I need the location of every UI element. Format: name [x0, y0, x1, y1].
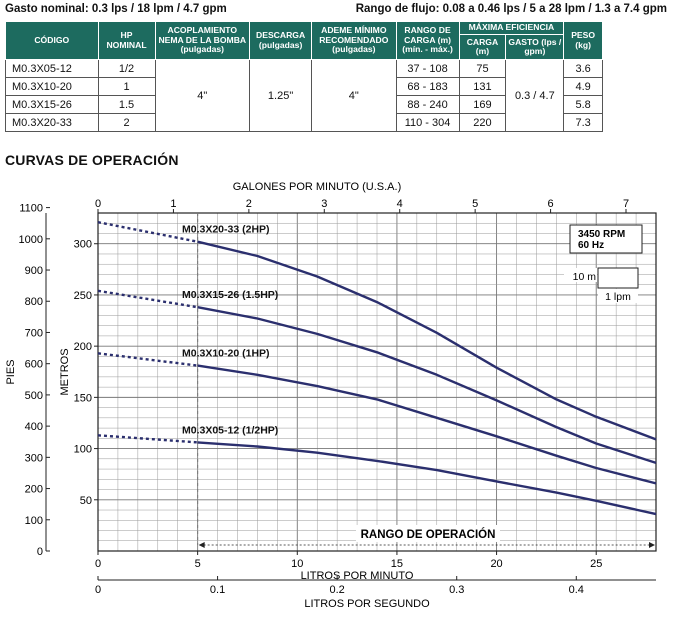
- lps-tick-label: 0.2: [329, 584, 344, 596]
- table-row: M0.3X10-20 1 68 - 183 131 4.9: [5, 77, 603, 96]
- rango-cell: 88 - 240: [395, 95, 460, 114]
- y-tick-label: 100: [74, 444, 92, 456]
- x-tick-label: 20: [490, 558, 502, 570]
- hz-text: 60 Hz: [578, 240, 604, 251]
- carga-cell: 220: [458, 113, 507, 132]
- series-line-dashed: [97, 221, 198, 243]
- hp-cell: 2: [97, 113, 156, 132]
- pies-axis-title: PIES: [5, 359, 17, 384]
- series-line: [197, 240, 657, 441]
- operating-range-label-bg: [356, 525, 500, 542]
- series-label: M0.3X05-12 (1/2HP): [182, 424, 278, 436]
- pies-tick-label: 600: [25, 359, 43, 371]
- gpm-tick-label: 3: [321, 198, 327, 210]
- carga-cell: 131: [458, 77, 507, 96]
- scale-head-bg: [564, 268, 597, 282]
- header-max-eficiencia: MÁXIMA EFICIENCIA: [458, 21, 565, 35]
- rango-cell: 110 - 304: [395, 113, 460, 132]
- y-tick-label: 50: [80, 495, 92, 507]
- scale-flow-bg: [598, 289, 638, 303]
- gpm-axis-title: GALONES POR MINUTO (U.S.A.): [233, 181, 402, 193]
- y-tick-label: 250: [74, 290, 92, 302]
- series-line-dashed: [97, 289, 198, 309]
- peso-cell: 3.6: [563, 59, 603, 78]
- peso-cell: 7.3: [563, 113, 603, 132]
- x-tick-label: 25: [590, 558, 602, 570]
- code-cell: M0.3X20-33: [5, 113, 99, 132]
- pies-tick-label: 200: [25, 484, 43, 496]
- plot-frame: [97, 212, 657, 552]
- gpm-tick-label: 6: [548, 198, 554, 210]
- table-row: M0.3X20-33 2 110 - 304 220 7.3: [5, 113, 603, 132]
- gpm-tick-label: 1: [170, 198, 176, 210]
- acople-cell: 4": [154, 59, 251, 132]
- series-label: M0.3X10-20 (1HP): [182, 348, 270, 360]
- nominal-flow-text: Gasto nominal: 0.3 lps / 18 lpm / 4.7 gp…: [5, 3, 227, 15]
- table-row: M0.3X05-12 1/2 4" 1.25" 4" 37 - 108 75 0…: [5, 59, 603, 132]
- pies-tick-label: 500: [25, 390, 43, 402]
- pies-tick-label: 300: [25, 452, 43, 464]
- series-line-dashed: [97, 434, 198, 444]
- pies-tick-label: 1000: [19, 234, 43, 246]
- pies-tick-label: 900: [25, 265, 43, 277]
- series-line: [197, 441, 657, 516]
- scale-box: [597, 267, 639, 289]
- scale-head-label: 10 m: [573, 271, 597, 283]
- y-tick-label: 150: [74, 392, 92, 404]
- series-line: [197, 306, 657, 465]
- pies-tick-label: 100: [25, 515, 43, 527]
- header-rango: RANGO DE CARGA (m) (mín. - máx.): [395, 21, 460, 60]
- spec-table: CÓDIGO HP NOMINAL ACOPLAMIENTO NEMA DE L…: [5, 21, 603, 132]
- pies-tick-label: 0: [37, 546, 43, 558]
- gpm-tick-label: 4: [397, 198, 403, 210]
- rpm-text: 3450 RPM: [578, 229, 625, 240]
- series-label: M0.3X15-26 (1.5HP): [182, 289, 278, 301]
- gpm-tick-label: 7: [623, 198, 629, 210]
- lps-axis-title: LITROS POR SEGUNDO: [304, 598, 430, 610]
- rpm-box: [569, 224, 643, 254]
- operating-range-arrow-right: [649, 542, 655, 548]
- lps-tick-label: 0.4: [569, 584, 584, 596]
- x-tick-label: 10: [291, 558, 303, 570]
- series-line: [197, 364, 657, 485]
- header-carga: CARGA (m): [458, 34, 507, 60]
- pies-tick-label: 400: [25, 421, 43, 433]
- pies-tick-label: 700: [25, 327, 43, 339]
- header-descarga: DESCARGA (pulgadas): [249, 21, 313, 60]
- operating-range-label: RANGO DE OPERACIÓN: [361, 528, 496, 541]
- scale-flow-label: 1 lpm: [605, 291, 631, 303]
- descarga-cell: 1.25": [249, 59, 313, 132]
- section-title: CURVAS DE OPERACIÓN: [5, 152, 179, 168]
- operating-range-arrow-left: [198, 542, 205, 548]
- series-line-dashed: [97, 352, 198, 367]
- series-label: M0.3X20-33 (2HP): [182, 224, 270, 236]
- gasto-cell: 0.3 / 4.7: [505, 59, 565, 132]
- x-tick-label: 0: [95, 558, 101, 570]
- gpm-tick-label: 0: [95, 198, 101, 210]
- y-tick-label: 200: [74, 341, 92, 353]
- header-peso: PESO (kg): [563, 21, 603, 60]
- x-axis-title: LITROS POR MINUTO: [301, 570, 414, 582]
- pies-tick-label: 800: [25, 296, 43, 308]
- flow-range-text: Rango de flujo: 0.08 a 0.46 lps / 5 a 28…: [355, 3, 667, 15]
- lps-tick-label: 0.3: [449, 584, 464, 596]
- ademe-cell: 4": [311, 59, 397, 132]
- header-ademe: ADEME MÍNIMO RECOMENDADO (pulgadas): [311, 21, 397, 60]
- x-tick-label: 5: [195, 558, 201, 570]
- pies-tick-label: 1100: [19, 203, 43, 215]
- header-codigo: CÓDIGO: [5, 21, 99, 60]
- gpm-tick-label: 2: [246, 198, 252, 210]
- gpm-tick-label: 5: [472, 198, 478, 210]
- lps-tick-label: 0: [95, 584, 101, 596]
- lps-tick-label: 0.1: [210, 584, 225, 596]
- header-hp: HP NOMINAL: [97, 21, 156, 60]
- y-tick-label: 300: [74, 239, 92, 251]
- y-axis-title: METROS: [59, 348, 71, 395]
- x-tick-label: 15: [391, 558, 403, 570]
